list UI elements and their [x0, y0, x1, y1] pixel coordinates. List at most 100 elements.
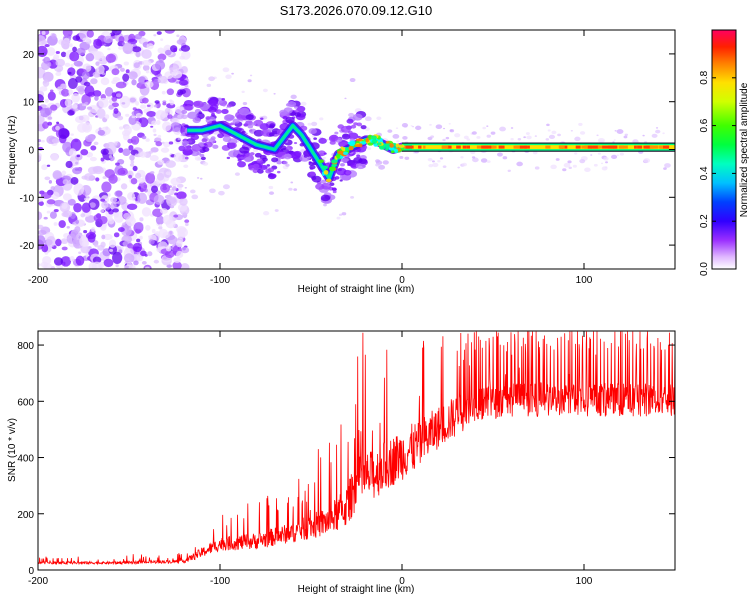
spectrum-blob: [38, 211, 43, 221]
spectrum-blob: [448, 123, 451, 125]
y-tick-label: 600: [17, 397, 34, 408]
spectrum-blob: [307, 122, 312, 126]
x-tick-label: -100: [210, 275, 230, 286]
spectrum-blob: [203, 143, 207, 146]
spectrum-blob: [232, 118, 240, 124]
spectrum-blob: [61, 202, 68, 209]
spectrum-blob: [226, 156, 231, 160]
spectrum-blob: [237, 161, 247, 168]
spectrum-blob: [178, 187, 182, 191]
spectrum-band-peak: [481, 145, 489, 149]
spectrum-blob: [162, 102, 167, 106]
spectrum-blob: [157, 47, 165, 54]
spectrum-blob: [134, 33, 142, 40]
snr-content: [38, 331, 675, 566]
spectrum-blob: [113, 211, 120, 218]
spectrum-blob: [136, 238, 141, 243]
spectrum-blob: [49, 89, 54, 93]
spectrum-blob: [103, 258, 114, 268]
spectrum-blob: [112, 77, 121, 82]
spectrum-band-peak: [498, 145, 505, 149]
spectrum-blob: [310, 121, 318, 127]
spectrum-blob: [290, 94, 297, 100]
spectrum-blob: [175, 250, 184, 259]
spectrum-blob: [91, 226, 96, 233]
spectrum-blob: [108, 174, 118, 184]
spectrum-blob: [38, 35, 46, 46]
spectrum-blob: [154, 231, 160, 236]
spectrum-blob: [93, 38, 103, 49]
spectrum-blob: [149, 155, 159, 162]
spectrum-blob: [83, 230, 88, 234]
spectrum-blob: [160, 183, 171, 193]
spectrum-blob: [165, 245, 172, 252]
spectrum-blob: [429, 123, 432, 126]
spectrum-blob: [365, 137, 370, 143]
spectrum-blob: [568, 166, 572, 170]
spectrum-band-peak: [637, 145, 643, 149]
spectrum-blob: [401, 123, 409, 128]
snr-y-ticks: 0 200 400 600 800: [17, 341, 675, 577]
spectrum-blob: [486, 160, 491, 163]
spectrum-blob: [320, 194, 331, 202]
spectrum-blob: [388, 146, 395, 151]
spectrum-blob: [385, 141, 390, 144]
spectrum-blob: [191, 143, 203, 152]
spectrum-blob: [185, 222, 189, 227]
spectrum-blob: [46, 199, 56, 205]
spectrum-blob: [80, 245, 91, 254]
spectrum-blob: [60, 256, 72, 267]
spectrum-blob: [102, 176, 107, 179]
spectrum-blob: [72, 35, 81, 41]
spectrum-blob: [534, 135, 537, 137]
spectrum-blob: [43, 56, 51, 64]
spectrum-blob: [480, 158, 488, 163]
spectrum-band-peak: [558, 145, 565, 149]
spectrum-blob: [171, 70, 183, 79]
spectrum-blob: [170, 122, 182, 132]
spectrum-blob: [141, 49, 152, 59]
spectrum-blob: [146, 110, 157, 117]
spectrum-blob: [476, 135, 481, 139]
spectrum-blob: [38, 196, 44, 202]
spectrum-blob: [352, 113, 363, 121]
spectrum-blob: [584, 167, 591, 173]
spectrum-blob: [256, 158, 263, 164]
spectrum-blob: [320, 179, 327, 184]
spectrum-blob: [499, 126, 506, 132]
spectrum-blob: [547, 129, 551, 132]
spectrum-blob: [141, 59, 152, 66]
spectrum-blob: [100, 209, 105, 213]
spectrum-blob: [46, 210, 51, 214]
spectrum-blob: [113, 108, 119, 115]
spectrum-blob: [173, 47, 178, 53]
spectrum-blob: [133, 62, 140, 69]
spectrum-blob: [122, 42, 134, 55]
spectrum-blob: [208, 98, 219, 106]
spectrum-blob: [165, 219, 176, 229]
spectrum-band-peak: [602, 145, 610, 149]
spectrum-blob: [502, 156, 508, 160]
spectrogram-content: [38, 30, 675, 269]
colorbar-gradient: [711, 29, 737, 270]
spectrum-blob: [169, 63, 178, 70]
colorbar-ticks: 0.0 0.2 0.4 0.6 0.8: [699, 70, 736, 276]
spectrum-blob: [161, 90, 166, 95]
colorbar-label: Normalized spectral amplitude: [739, 82, 750, 217]
spectrum-blob: [164, 30, 176, 34]
spectrum-blob: [600, 162, 604, 165]
spectrum-blob: [118, 35, 125, 44]
spectrum-blob: [183, 145, 191, 151]
spectrum-blob: [125, 69, 130, 74]
spectrum-blob: [127, 243, 134, 249]
spectrum-blob: [148, 239, 155, 245]
spectrum-blob: [132, 165, 138, 172]
spectrum-band-peak: [609, 145, 617, 149]
spectrum-band-peak: [587, 145, 592, 149]
spectrum-blob: [328, 166, 336, 172]
spectrum-blob: [211, 112, 215, 116]
spectrum-blob: [38, 143, 41, 146]
spectrum-blob: [221, 108, 229, 115]
spectrum-blob: [137, 177, 145, 184]
spectrum-blob: [428, 163, 434, 168]
